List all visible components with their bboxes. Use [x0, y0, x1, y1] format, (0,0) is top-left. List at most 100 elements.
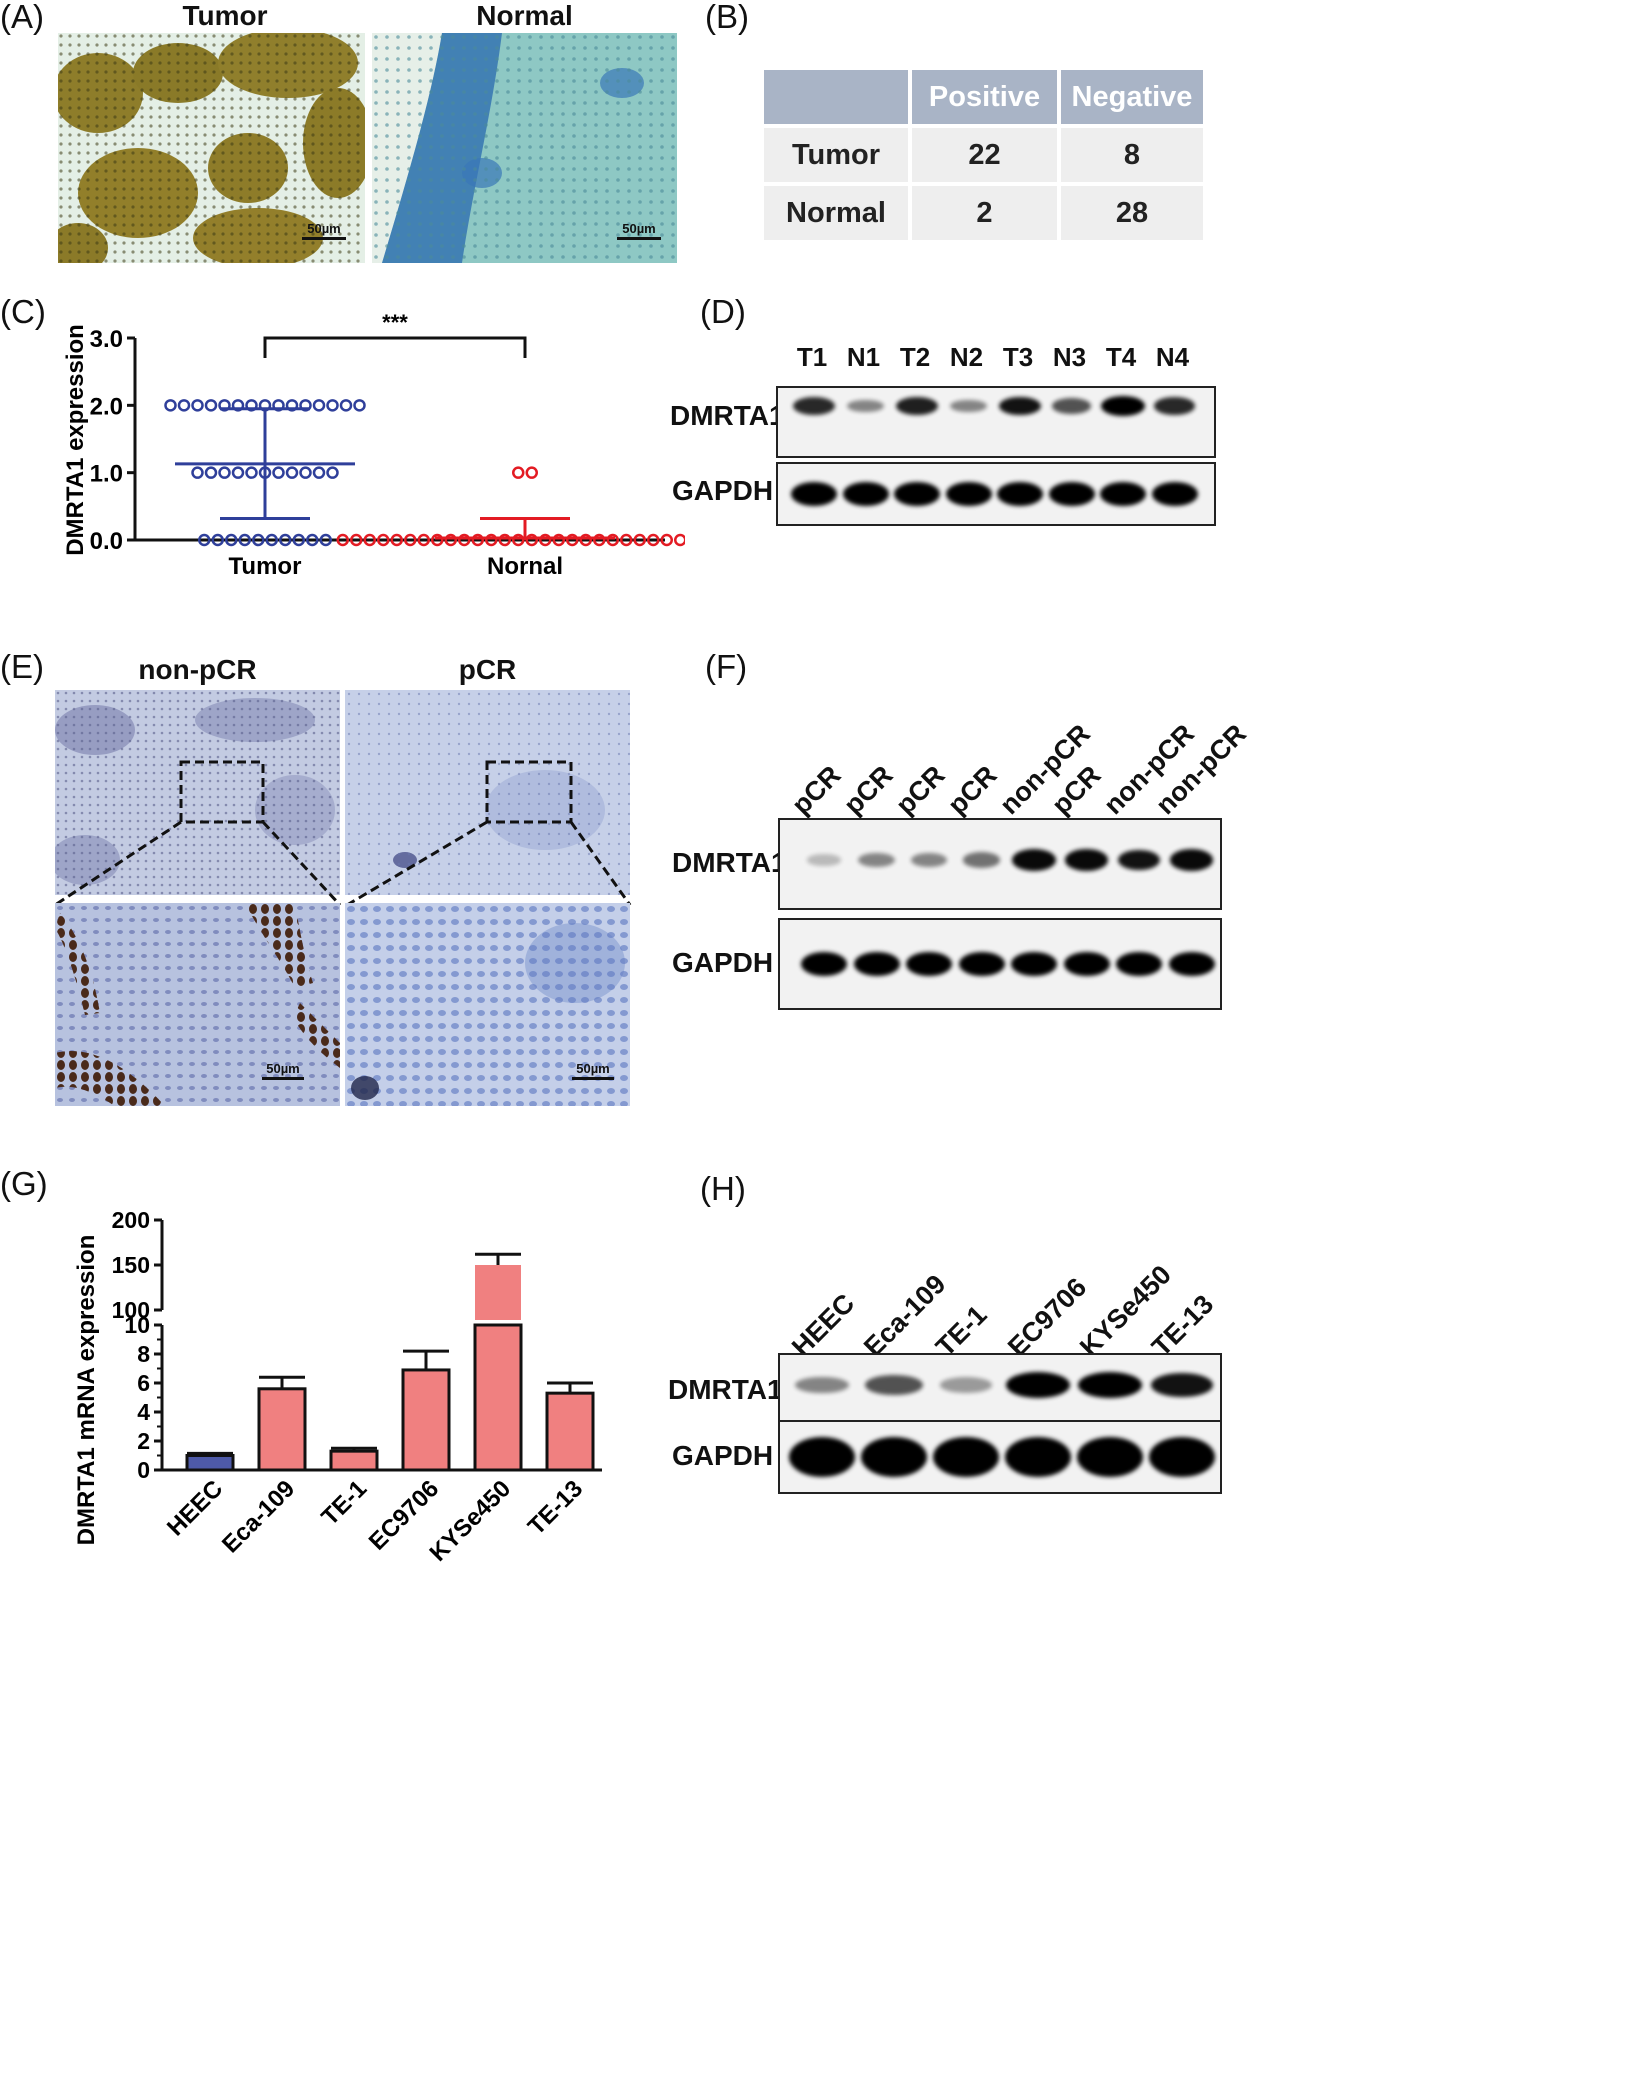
- bar-upper: [475, 1265, 521, 1320]
- blot-band: [1005, 1437, 1071, 1477]
- blot-band: [1077, 1437, 1143, 1477]
- blot-band: [1149, 1437, 1215, 1477]
- blot-band: [962, 852, 1001, 868]
- data-point: [245, 466, 258, 479]
- tumor-micrograph: 50µm: [58, 33, 365, 263]
- lane-label: pCR: [942, 759, 1003, 821]
- bar: [401, 1368, 451, 1472]
- y-tick-label: 6: [137, 1370, 150, 1396]
- data-point: [620, 533, 633, 547]
- x-tick-label: Nornal: [487, 553, 563, 580]
- data-point: [245, 399, 258, 412]
- table-header-cell: Negative: [1061, 70, 1203, 124]
- data-point: [525, 533, 538, 547]
- blot-band: [791, 482, 837, 506]
- table-cell: 2: [912, 186, 1057, 240]
- data-point: [350, 533, 363, 547]
- table-header-cell: [764, 70, 908, 124]
- blot-band: [894, 482, 940, 506]
- data-point: [272, 399, 285, 412]
- y-tick-label: 100: [112, 1297, 150, 1323]
- blot-band: [910, 852, 948, 868]
- data-point: [204, 466, 218, 479]
- gapdh-blot-f: [778, 918, 1222, 1010]
- lane-label: EC9706: [1002, 1272, 1093, 1363]
- scale-bar-label: 50µm: [307, 221, 341, 236]
- y-tick-label: 10: [124, 1312, 150, 1338]
- data-point: [285, 399, 299, 412]
- y-tick-label: 0.0: [90, 528, 123, 555]
- pcr-overview-micrograph: [345, 690, 630, 895]
- blot-band: [853, 952, 900, 976]
- data-point: [363, 533, 376, 547]
- blot-band: [1101, 396, 1145, 416]
- data-point: [566, 533, 579, 547]
- data-point: [265, 533, 278, 547]
- lane-label: N2: [949, 342, 984, 372]
- table-cell: 28: [1061, 186, 1203, 240]
- data-point: [485, 533, 498, 547]
- lane-label: pCR: [890, 759, 951, 821]
- x-tick-label: Tumor: [229, 553, 302, 580]
- zoom-connector-lines: [55, 820, 632, 907]
- lane-label: pCR: [838, 759, 899, 821]
- pcr-zoom-micrograph: 50µm: [345, 903, 630, 1106]
- blot-band: [1117, 849, 1161, 871]
- dmrta1-blot-d: [776, 386, 1216, 458]
- table-row: Normal 2 28: [764, 186, 1203, 240]
- blot-band: [1006, 1372, 1070, 1398]
- blot-row-label: GAPDH: [672, 475, 774, 506]
- scale-bar-label: 50µm: [622, 221, 656, 236]
- table-header-cell: Positive: [912, 70, 1057, 124]
- data-point: [498, 533, 511, 547]
- scale-bar: 50µm: [262, 1061, 304, 1080]
- data-point: [525, 466, 538, 479]
- lane-label: N4: [1155, 342, 1190, 372]
- blot-band: [1151, 482, 1198, 506]
- data-point: [292, 533, 305, 547]
- gapdh-blot-h: [778, 1420, 1222, 1494]
- non-pcr-zoom-micrograph: 50µm: [55, 903, 340, 1106]
- bar: [473, 1323, 523, 1472]
- panel-E-letter: (E): [0, 648, 44, 685]
- blot-band: [1169, 849, 1214, 871]
- table-cell: 8: [1061, 128, 1203, 182]
- data-point: [225, 533, 238, 547]
- non-pcr-title: non-pCR: [138, 654, 257, 685]
- normal-micrograph: 50µm: [372, 33, 677, 263]
- data-point: [306, 533, 319, 547]
- bar: [545, 1391, 595, 1472]
- data-point: [177, 399, 191, 412]
- blot-band: [940, 1377, 992, 1393]
- blot-row-label: DMRTA1: [672, 847, 787, 878]
- data-point: [238, 533, 251, 547]
- blot-band: [958, 952, 1005, 976]
- x-tick-label: HEEC: [162, 1475, 228, 1541]
- blot-band: [1011, 952, 1057, 976]
- data-point: [231, 399, 245, 412]
- bar: [257, 1387, 307, 1472]
- significance-label: ***: [382, 310, 408, 335]
- data-point: [299, 399, 312, 412]
- x-tick-label: TE-13: [523, 1475, 588, 1540]
- data-point: [164, 399, 177, 412]
- data-point: [471, 533, 484, 547]
- data-point: [444, 533, 457, 547]
- y-tick-label: 3.0: [90, 326, 123, 353]
- data-point: [606, 533, 619, 547]
- blot-band: [1100, 482, 1146, 506]
- blot-band: [1150, 1372, 1214, 1398]
- significance-bracket: [263, 336, 527, 358]
- data-point: [312, 399, 326, 412]
- data-point: [326, 466, 339, 479]
- row-label: Tumor: [764, 128, 908, 182]
- blot-band: [906, 952, 952, 976]
- data-point: [512, 533, 525, 547]
- contingency-table: Positive Negative Tumor 22 8 Normal 2 28: [760, 66, 1207, 244]
- data-point: [319, 533, 332, 547]
- data-point: [218, 399, 231, 412]
- blot-band: [842, 482, 889, 506]
- panel-G-letter: (G): [0, 1165, 48, 1202]
- data-point: [336, 533, 349, 547]
- scale-bar: 50µm: [617, 221, 661, 240]
